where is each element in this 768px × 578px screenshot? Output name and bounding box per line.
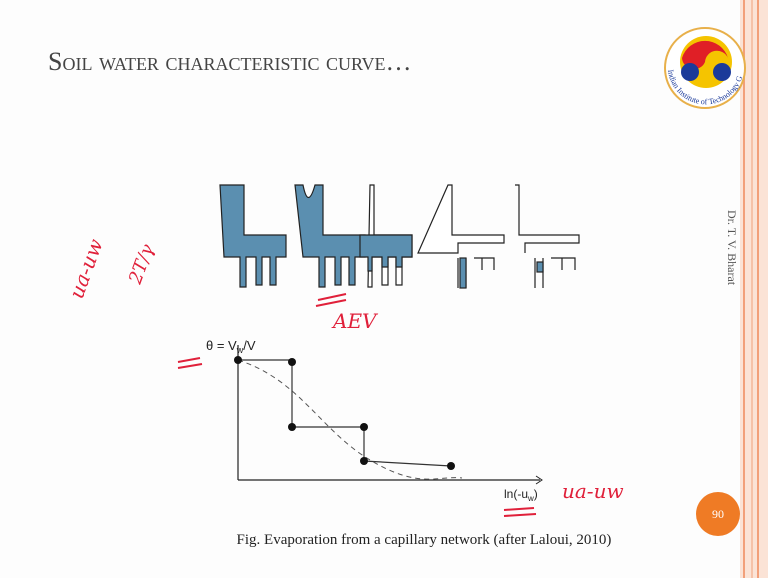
label-tail: /V (243, 338, 256, 353)
label-main: θ = V (206, 338, 237, 353)
logo-dot (681, 63, 699, 81)
annotation-axis: ua-uw (562, 479, 624, 503)
caption: Fig. Evaporation from a capillary networ… (237, 532, 612, 548)
logo-dot (713, 63, 731, 81)
slide: Soil water characteristic curve… Indian … (0, 0, 768, 578)
author: Dr. T. V. Bharat (725, 210, 739, 286)
label-main: ln(-u (504, 487, 528, 501)
slide-title: Soil water characteristic curve… (48, 47, 412, 76)
background (0, 0, 768, 578)
y-axis-label: θ = Vw/V (206, 338, 256, 355)
annotation-aev: AEV (331, 309, 379, 333)
page-number: 90 (712, 507, 724, 521)
label-tail: ) (534, 487, 538, 501)
